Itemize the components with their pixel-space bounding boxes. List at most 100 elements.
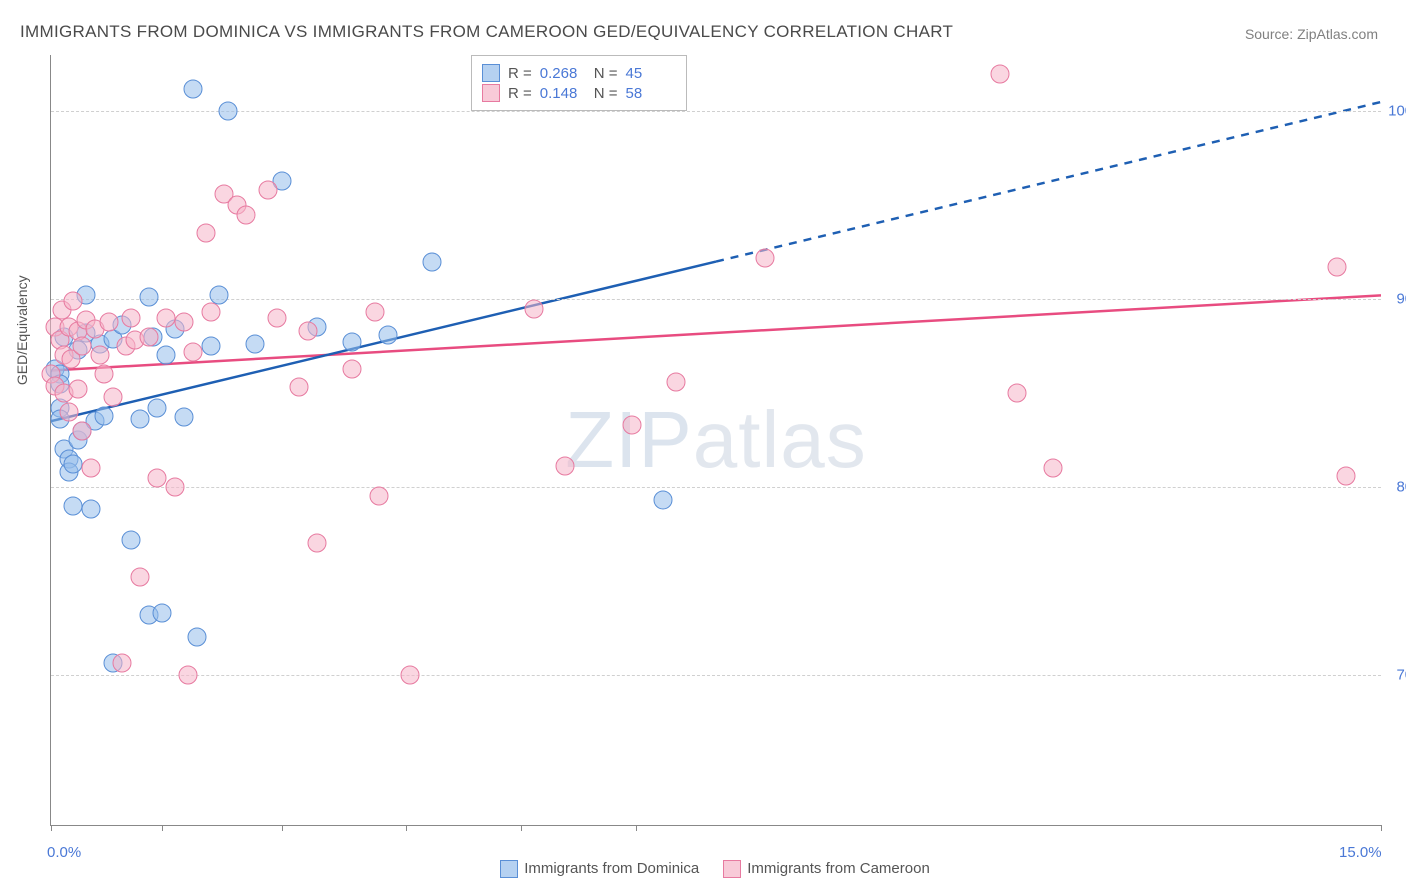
x-tick-label: 15.0%	[1339, 844, 1382, 861]
scatter-point-blue	[64, 455, 83, 474]
scatter-point-pink	[175, 312, 194, 331]
scatter-point-blue	[188, 628, 207, 647]
scatter-point-blue	[219, 102, 238, 121]
y-tick-label: 100.0%	[1387, 103, 1406, 120]
scatter-point-blue	[201, 337, 220, 356]
scatter-point-pink	[1043, 459, 1062, 478]
chart-title: IMMIGRANTS FROM DOMINICA VS IMMIGRANTS F…	[20, 22, 953, 42]
scatter-point-pink	[268, 308, 287, 327]
scatter-point-pink	[104, 387, 123, 406]
stats-row-blue: R = 0.268 N = 45	[482, 64, 672, 82]
scatter-point-pink	[237, 205, 256, 224]
stat-value-n: 45	[626, 65, 672, 82]
scatter-point-pink	[95, 365, 114, 384]
scatter-point-blue	[378, 325, 397, 344]
scatter-point-pink	[1008, 384, 1027, 403]
gridline	[51, 487, 1381, 488]
scatter-point-pink	[68, 380, 87, 399]
scatter-point-pink	[343, 359, 362, 378]
scatter-point-pink	[1336, 466, 1355, 485]
scatter-point-pink	[183, 342, 202, 361]
stat-label-r: R =	[508, 65, 532, 82]
x-tick-mark	[636, 825, 637, 831]
watermark: ZIPatlas	[565, 394, 866, 486]
x-tick-mark	[406, 825, 407, 831]
scatter-point-blue	[95, 406, 114, 425]
scatter-point-blue	[245, 335, 264, 354]
plot-area: ZIPatlas R =0.268N =45R =0.148N =58 70.0…	[50, 55, 1381, 826]
stats-row-pink: R =0.148N =58	[482, 84, 672, 102]
trend-lines	[51, 55, 1381, 825]
scatter-point-pink	[73, 337, 92, 356]
stat-label-r: R =	[508, 85, 532, 102]
scatter-point-pink	[525, 299, 544, 318]
x-tick-mark	[1381, 825, 1382, 831]
scatter-point-blue	[148, 399, 167, 418]
scatter-point-blue	[157, 346, 176, 365]
stat-label-n: N =	[594, 85, 618, 102]
x-tick-label: 0.0%	[47, 844, 81, 861]
scatter-point-pink	[73, 421, 92, 440]
scatter-point-pink	[112, 654, 131, 673]
scatter-point-pink	[197, 224, 216, 243]
x-tick-mark	[51, 825, 52, 831]
scatter-point-blue	[121, 530, 140, 549]
stat-value-r: 0.268	[540, 65, 586, 82]
scatter-point-pink	[90, 346, 109, 365]
scatter-point-blue	[653, 491, 672, 510]
gridline	[51, 299, 1381, 300]
gridline	[51, 675, 1381, 676]
scatter-point-blue	[343, 333, 362, 352]
scatter-point-pink	[201, 303, 220, 322]
scatter-point-blue	[130, 410, 149, 429]
scatter-point-pink	[99, 312, 118, 331]
source-label: Source: ZipAtlas.com	[1245, 26, 1378, 42]
scatter-point-pink	[990, 64, 1009, 83]
scatter-point-blue	[210, 286, 229, 305]
scatter-point-blue	[423, 252, 442, 271]
scatter-point-blue	[139, 288, 158, 307]
legend-swatch-pink	[723, 860, 741, 878]
stats-legend: R =0.268N =45R =0.148N =58	[471, 55, 687, 111]
legend-swatch-blue	[482, 64, 500, 82]
scatter-point-pink	[1327, 258, 1346, 277]
y-tick-label: 80.0%	[1387, 478, 1406, 495]
scatter-point-blue	[81, 500, 100, 519]
legend-swatch-blue	[500, 860, 518, 878]
x-tick-mark	[521, 825, 522, 831]
scatter-point-pink	[179, 665, 198, 684]
scatter-point-pink	[365, 303, 384, 322]
x-tick-mark	[162, 825, 163, 831]
scatter-point-pink	[370, 487, 389, 506]
bottom-legend: Immigrants from DominicaImmigrants from …	[0, 860, 1406, 878]
y-axis-label: GED/Equivalency	[14, 275, 30, 385]
y-tick-label: 90.0%	[1387, 291, 1406, 308]
scatter-point-blue	[64, 496, 83, 515]
stat-value-n: 58	[626, 85, 672, 102]
scatter-point-pink	[259, 181, 278, 200]
scatter-point-pink	[157, 308, 176, 327]
scatter-point-pink	[139, 327, 158, 346]
gridline	[51, 111, 1381, 112]
scatter-point-pink	[290, 378, 309, 397]
scatter-point-pink	[755, 248, 774, 267]
scatter-point-pink	[308, 534, 327, 553]
legend-swatch-pink	[482, 84, 500, 102]
scatter-point-blue	[183, 79, 202, 98]
stat-label-n: N =	[594, 65, 618, 82]
legend-label-pink: Immigrants from Cameroon	[747, 860, 930, 877]
scatter-point-pink	[121, 308, 140, 327]
scatter-point-pink	[130, 568, 149, 587]
scatter-point-pink	[556, 457, 575, 476]
scatter-point-blue	[152, 603, 171, 622]
scatter-point-pink	[81, 459, 100, 478]
scatter-point-pink	[148, 468, 167, 487]
scatter-point-pink	[166, 477, 185, 496]
y-tick-label: 70.0%	[1387, 666, 1406, 683]
x-tick-mark	[282, 825, 283, 831]
scatter-point-blue	[175, 408, 194, 427]
scatter-point-pink	[667, 372, 686, 391]
scatter-point-pink	[622, 415, 641, 434]
scatter-point-pink	[64, 292, 83, 311]
scatter-point-pink	[401, 665, 420, 684]
